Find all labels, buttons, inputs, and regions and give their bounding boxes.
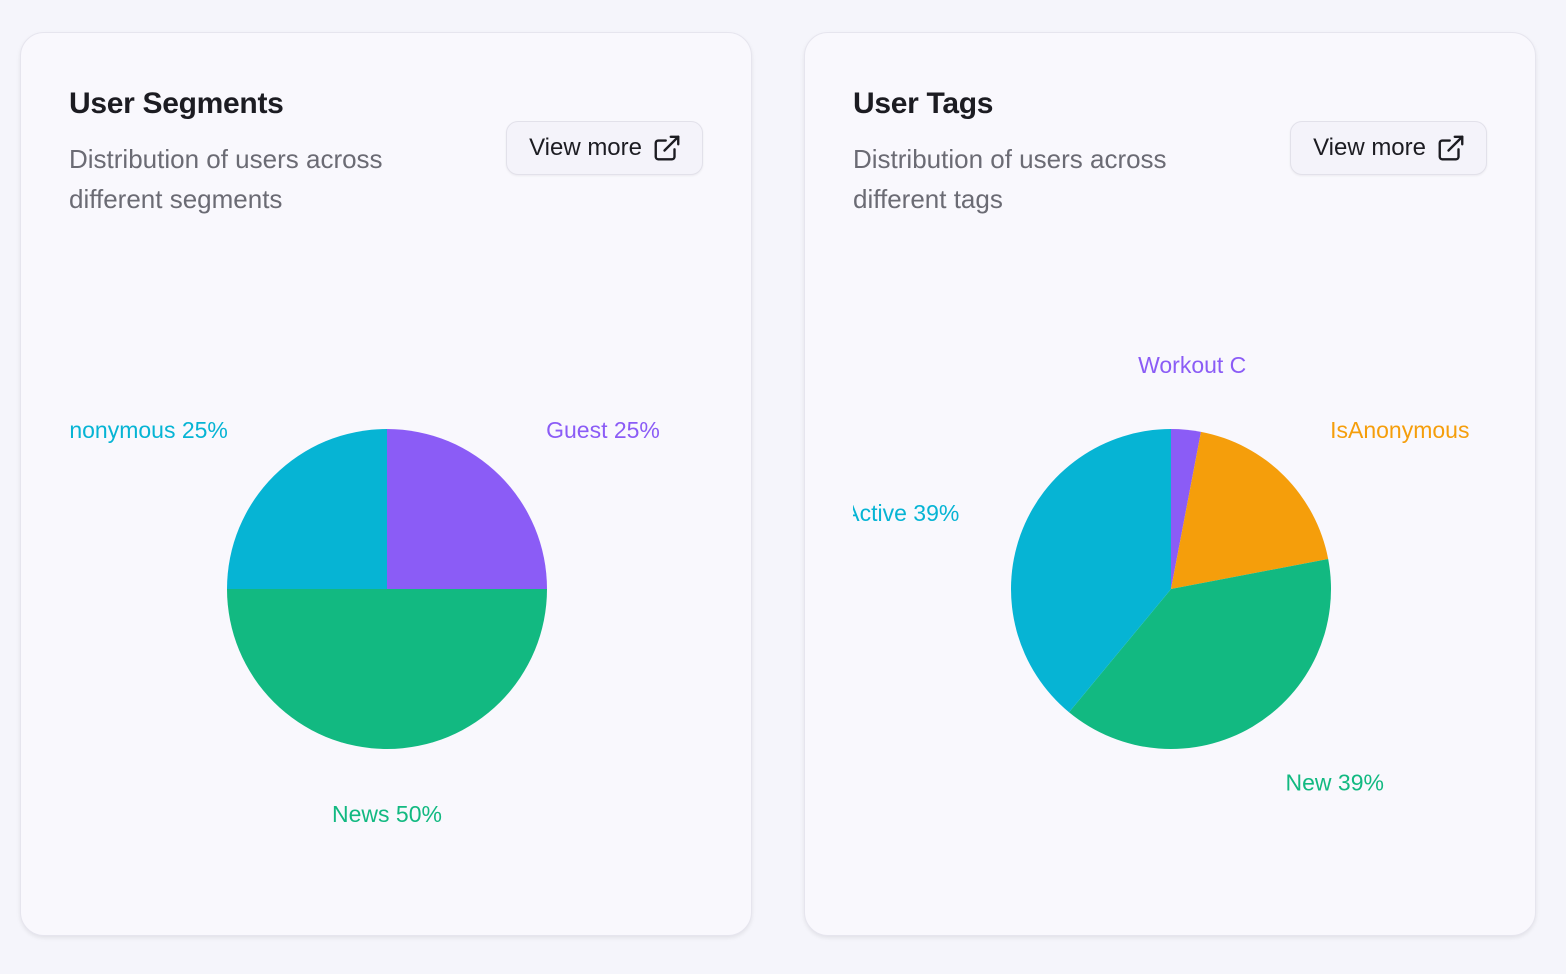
external-link-icon: [654, 135, 680, 161]
pie-label-isanonymous: nonymous 25%: [69, 417, 228, 443]
view-more-button[interactable]: View more: [506, 121, 703, 175]
pie-slice-isanonymous[interactable]: [227, 429, 387, 589]
pie-slice-workout-c[interactable]: [1171, 429, 1201, 589]
card-description: Distribution of users across different s…: [69, 144, 383, 214]
pie-label-guest: Guest 25%: [546, 417, 660, 443]
card-title: User Segments: [69, 87, 284, 120]
view-more-label: View more: [529, 134, 642, 161]
card-description: Distribution of users across different t…: [853, 144, 1167, 214]
pie-label-lastactive: LastActive 39%: [805, 500, 959, 526]
user-tags-pie-chart: Workout C IsAnonymous New 39% LastActive 39…: [805, 352, 1469, 796]
pie-label-workout-c: Workout C: [1138, 352, 1246, 378]
view-more-label: View more: [1313, 134, 1426, 161]
card-title: User Tags: [853, 87, 994, 120]
pie-slice-news[interactable]: [227, 589, 547, 749]
pie-slice-lastactive[interactable]: [1011, 429, 1171, 713]
pie-label-isanonymous: IsAnonymous: [1330, 417, 1469, 443]
pie-slice-isanonymous[interactable]: [1171, 431, 1329, 589]
user-tags-card: Workout C IsAnonymous New 39% LastActive 39…: [804, 32, 1536, 936]
external-link-icon: [1438, 135, 1464, 161]
pie-label-news: News 50%: [332, 801, 442, 827]
view-more-button[interactable]: View more: [1290, 121, 1487, 175]
pie-slice-guest[interactable]: [387, 429, 547, 589]
pie-label-new: New 39%: [1286, 770, 1384, 796]
user-segments-card: Guest 25% News 50% nonymous 25% User Segme…: [20, 32, 752, 936]
pie-slice-new[interactable]: [1069, 559, 1332, 750]
user-segments-pie-chart: Guest 25% News 50% nonymous 25%: [69, 417, 660, 827]
